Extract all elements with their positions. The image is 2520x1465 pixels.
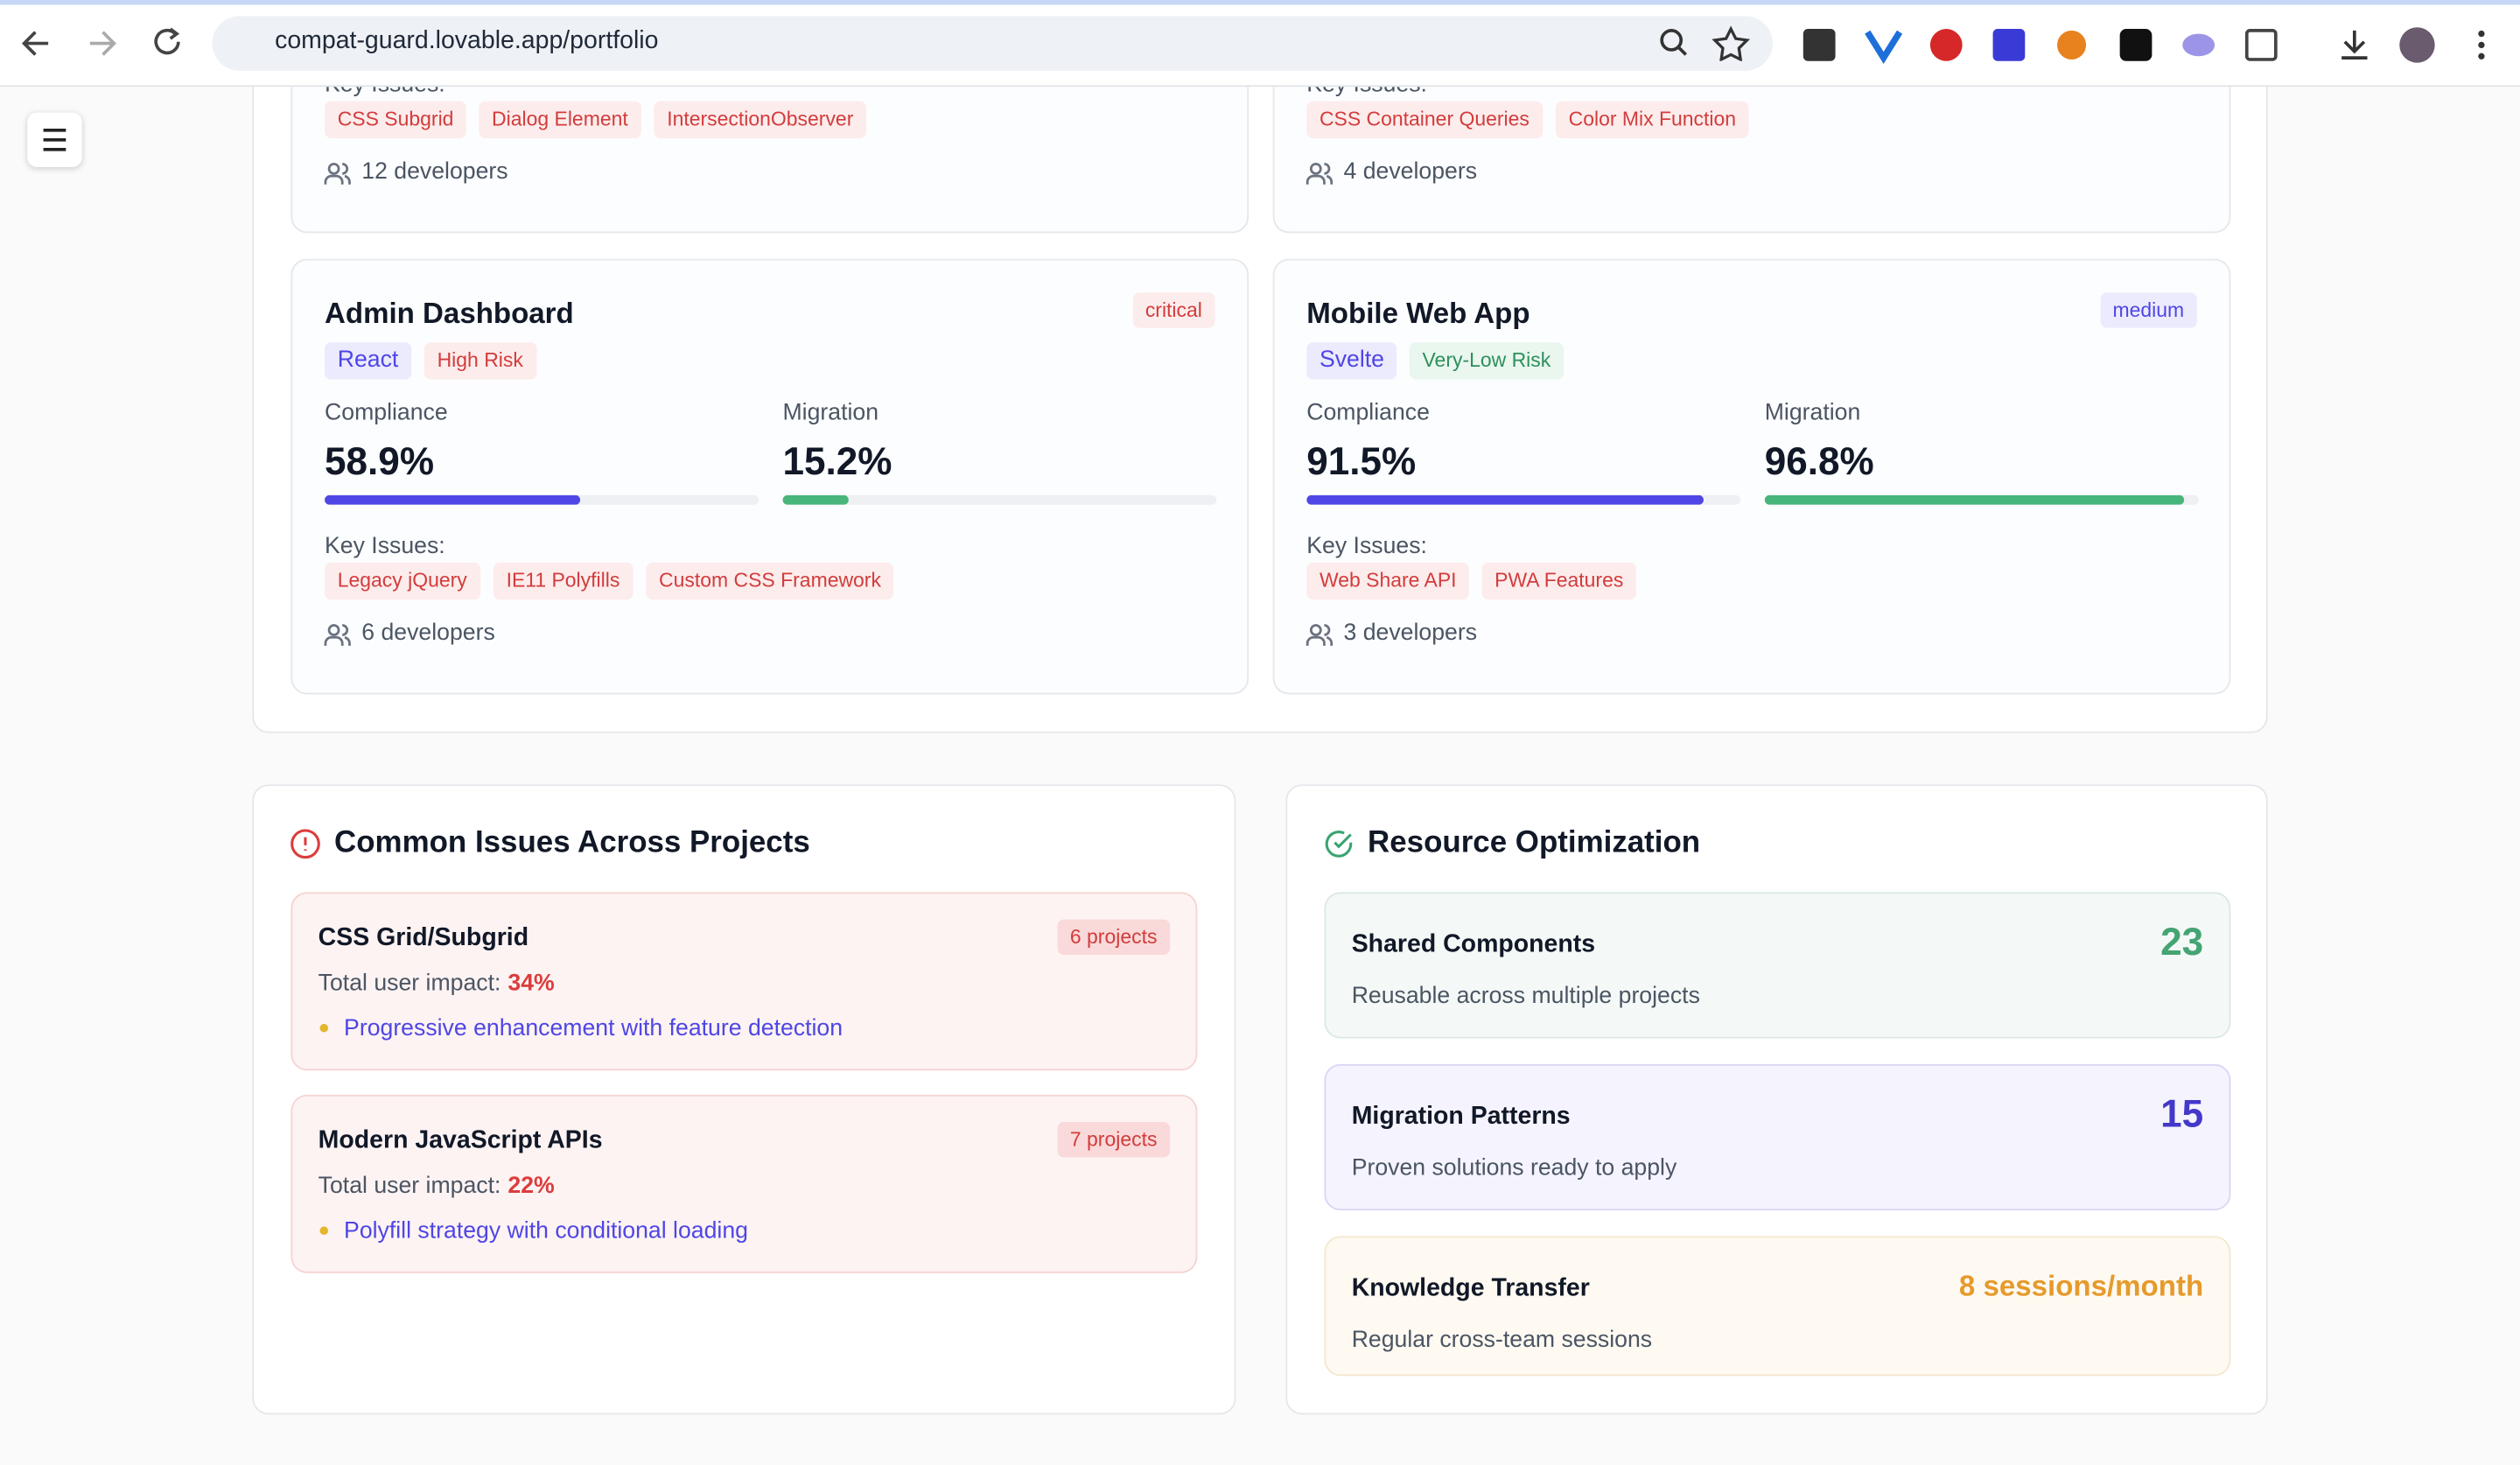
severity-badge: critical (1132, 292, 1215, 328)
tip: Progressive enhancement with feature det… (344, 1015, 844, 1042)
issue-tag: Color Mix Function (1555, 101, 1749, 138)
project-name: Mobile Web App (1306, 297, 1530, 330)
bulb-icon: ● (318, 1218, 330, 1241)
compliance-label: Compliance (325, 400, 448, 426)
tip: Polyfill strategy with conditional loadi… (344, 1218, 748, 1244)
bar-icons[interactable] (1656, 25, 1752, 61)
risk-tag: High Risk (424, 342, 536, 380)
url: compat-guard.lovable.app/portfolio (275, 27, 659, 55)
compliance-track (325, 494, 759, 505)
panel-title: Resource Optimization (1368, 826, 1701, 860)
migration-track (782, 494, 1217, 505)
resource-name: Shared Components (1351, 930, 1596, 958)
developers: 3 developers (1343, 620, 1478, 647)
migration-track (1764, 494, 2199, 505)
issue-tag: Web Share API (1306, 562, 1470, 600)
issue-tag: Custom CSS Framework (646, 562, 894, 600)
developers: 12 developers (361, 158, 508, 186)
migration-value: 96.8% (1764, 440, 1874, 484)
people-icon (1305, 159, 1334, 196)
framework-tag: React (325, 342, 412, 380)
menu-button[interactable] (27, 112, 82, 168)
resource-card: Migration Patterns 15 Proven solutions rea… (1324, 1063, 2231, 1211)
impact: 22% (508, 1173, 555, 1200)
alert-icon (290, 828, 322, 868)
people-icon (323, 159, 352, 196)
migration-bar (1764, 494, 2185, 505)
issue-tag: CSS Container Queries (1306, 101, 1543, 138)
resource-value: 15 (2160, 1092, 2204, 1137)
extensions[interactable] (1800, 25, 2507, 67)
compliance-label: Compliance (1306, 400, 1430, 426)
resource-description: Regular cross-team sessions (1351, 1328, 1653, 1354)
migration-label: Migration (1764, 400, 1861, 426)
migration-bar (782, 494, 849, 505)
project-card: Mobile Web App medium Svelte Very-Low Risk C… (1272, 258, 2231, 695)
panel-title: Common Issues Across Projects (334, 826, 810, 860)
check-icon (1323, 828, 1355, 868)
framework-tag: Svelte (1306, 342, 1397, 380)
projects-badge: 6 projects (1057, 919, 1171, 956)
impact-label: Total user impact: (318, 971, 501, 997)
project-card: Admin Dashboard critical React High Risk Com… (290, 258, 1250, 695)
resource-value: 23 (2160, 921, 2204, 965)
people-icon (1305, 620, 1334, 657)
issue-tag: Legacy jQuery (325, 562, 480, 600)
project-name: Admin Dashboard (325, 297, 574, 330)
resource-description: Reusable across multiple projects (1351, 984, 1700, 1010)
resource-card: Knowledge Transfer 8 sessions/month Regula… (1324, 1236, 2231, 1377)
issue-tag: CSS Subgrid (325, 101, 467, 138)
issue-name: Modern JavaScript APIs (318, 1126, 603, 1154)
issue-tag: IE11 Polyfills (493, 562, 634, 600)
projects-badge: 7 projects (1057, 1122, 1171, 1158)
migration-label: Migration (782, 400, 879, 426)
issue-card: CSS Grid/Subgrid 6 projects Total user imp… (290, 892, 1198, 1071)
tab-edge (0, 0, 2520, 5)
risk-tag: Very-Low Risk (1409, 342, 1564, 380)
people-icon (323, 620, 352, 657)
issue-tag: IntersectionObserver (654, 101, 867, 138)
resource-name: Knowledge Transfer (1351, 1274, 1590, 1302)
address-bar[interactable] (212, 16, 1773, 71)
developers: 6 developers (361, 620, 495, 647)
browser-bar: compat-guard.lovable.app/portfolio (0, 0, 2520, 88)
compliance-value: 58.9% (325, 440, 435, 484)
resource-value: 8 sessions/month (1958, 1270, 2204, 1302)
issue-name: CSS Grid/Subgrid (318, 924, 529, 952)
compliance-bar (325, 494, 581, 505)
resource-name: Migration Patterns (1351, 1103, 1571, 1131)
key-issues-label: Key Issues: (325, 533, 445, 560)
issue-card: Modern JavaScript APIs 7 projects Total us… (290, 1094, 1198, 1273)
severity-badge: medium (2099, 292, 2197, 328)
resource-description: Proven solutions ready to apply (1351, 1155, 1677, 1182)
compliance-value: 91.5% (1306, 440, 1417, 484)
compliance-track (1306, 494, 1741, 505)
migration-value: 15.2% (782, 440, 892, 484)
developers: 4 developers (1343, 158, 1478, 186)
issue-tag: Dialog Element (479, 101, 641, 138)
nav-buttons[interactable] (19, 25, 196, 63)
resource-card: Shared Components 23 Reusable across multi… (1324, 892, 2231, 1039)
bulb-icon: ● (318, 1015, 330, 1039)
impact: 34% (508, 971, 555, 997)
key-issues-label: Key Issues: (1306, 533, 1427, 560)
impact-label: Total user impact: (318, 1173, 501, 1200)
compliance-bar (1306, 494, 1704, 505)
issue-tag: PWA Features (1481, 562, 1637, 600)
